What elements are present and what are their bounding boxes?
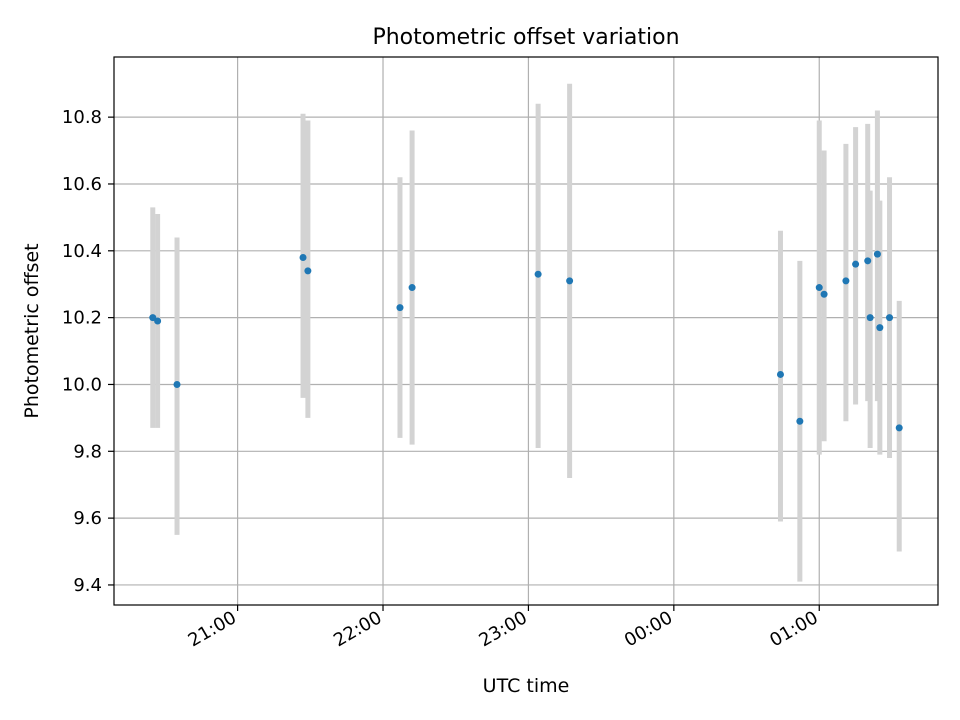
data-point	[895, 424, 903, 432]
axes-frame	[113, 56, 939, 606]
y-tick-label: 9.6	[73, 508, 102, 529]
y-tick-label: 10.4	[62, 241, 102, 262]
data-point	[396, 304, 404, 312]
chart-title: Photometric offset variation	[372, 25, 679, 50]
data-point	[173, 380, 181, 388]
data-point	[876, 324, 884, 332]
y-axis-label: Photometric offset	[21, 243, 43, 418]
y-tick-label: 10.6	[62, 174, 102, 195]
data-point	[864, 257, 872, 265]
y-axis-ticks: 9.4 9.6 9.8 10.0 10.2 10.4 10.6 10.8	[62, 107, 114, 596]
data-point	[815, 284, 823, 292]
data-point	[866, 314, 874, 322]
data-point	[842, 277, 850, 285]
data-point	[820, 290, 828, 298]
y-tick-label: 10.0	[62, 374, 102, 395]
x-axis-label: UTC time	[483, 675, 570, 697]
y-tick-label: 9.4	[73, 575, 102, 596]
data-point	[534, 270, 542, 278]
data-point	[566, 277, 574, 285]
data-point	[299, 253, 307, 261]
y-tick-label: 10.2	[62, 308, 102, 329]
data-point	[408, 284, 416, 292]
y-tick-label: 10.8	[62, 107, 102, 128]
data-point	[304, 267, 312, 275]
data-point	[886, 314, 894, 322]
data-point	[873, 250, 881, 258]
y-tick-label: 9.8	[73, 441, 102, 462]
data-point	[776, 370, 784, 378]
data-point	[852, 260, 860, 268]
data-point	[154, 317, 162, 325]
data-points	[149, 250, 903, 432]
data-point	[796, 417, 804, 425]
